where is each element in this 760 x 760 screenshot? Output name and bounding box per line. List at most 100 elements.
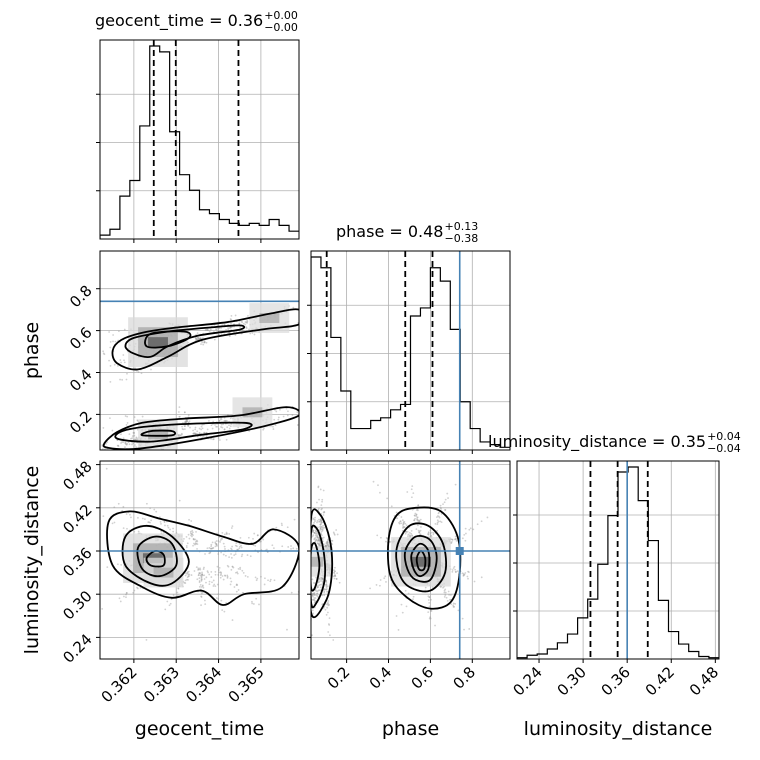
sample-point: [212, 585, 215, 587]
sample-point: [194, 432, 197, 435]
sample-point: [239, 545, 241, 548]
sample-point: [321, 580, 323, 582]
sample-point: [197, 337, 200, 340]
sample-point: [332, 639, 335, 641]
sample-point: [120, 361, 123, 364]
sample-point: [163, 520, 166, 523]
sample-point: [163, 521, 166, 523]
sample-point: [245, 326, 248, 328]
sample-point: [313, 597, 316, 599]
sample-point: [434, 522, 437, 525]
sample-point: [206, 547, 209, 550]
sample-point: [318, 507, 320, 510]
sample-point: [269, 580, 272, 583]
sample-point: [350, 315, 352, 317]
sample-point: [400, 516, 403, 518]
sample-point: [318, 529, 321, 532]
sample-point: [454, 568, 457, 571]
sample-point: [326, 540, 328, 543]
sample-point: [291, 414, 294, 416]
sample-point: [133, 446, 135, 448]
sample-point: [385, 540, 387, 543]
sample-point: [329, 414, 331, 416]
sample-point: [199, 337, 202, 340]
sample-point: [117, 444, 120, 447]
sample-point: [452, 602, 455, 605]
sample-point: [216, 565, 219, 568]
sample-point: [210, 576, 213, 578]
sample-point: [308, 634, 310, 636]
sample-point: [200, 577, 203, 580]
sample-point: [333, 571, 335, 574]
sample-point: [232, 331, 235, 333]
sample-point: [189, 530, 192, 533]
sample-point: [443, 595, 446, 598]
sample-point: [302, 548, 304, 550]
sample-point: [149, 507, 152, 510]
sample-point: [210, 543, 213, 546]
sample-point: [348, 321, 350, 323]
sample-point: [225, 328, 227, 331]
sample-point: [411, 535, 414, 537]
sample-point: [311, 634, 313, 637]
axis-frame: [310, 250, 511, 451]
hist-panel-geocent_time: geocent_time = 0.36 +0.00−0.00: [95, 9, 300, 243]
title-phase: phase = 0.48 +0.13−0.38: [336, 220, 478, 245]
sample-point: [246, 320, 249, 323]
sample-point: [468, 628, 471, 630]
sample-point: [353, 421, 355, 423]
sample-point: [226, 426, 229, 429]
sample-point: [61, 503, 63, 505]
sample-point: [350, 542, 352, 544]
sample-point: [119, 359, 122, 361]
sample-point: [448, 598, 451, 601]
sample-point: [230, 568, 233, 571]
y-axis-label-phase: phase: [21, 322, 43, 379]
sample-point: [208, 580, 211, 583]
sample-point: [121, 441, 123, 443]
sample-point: [316, 398, 318, 400]
sample-point: [186, 542, 189, 545]
sample-point: [193, 432, 195, 435]
title-lower: −0.38: [444, 232, 478, 245]
x-tick-label: 0.48: [686, 663, 722, 699]
sample-point: [74, 457, 76, 459]
sample-point: [405, 530, 408, 533]
sample-point: [203, 566, 205, 569]
sample-point: [244, 321, 247, 323]
sample-point: [192, 538, 195, 540]
sample-point: [313, 538, 316, 541]
sample-point: [316, 535, 319, 538]
sample-point: [331, 543, 334, 546]
sample-point: [321, 603, 324, 606]
sample-point: [379, 491, 381, 494]
sample-point: [111, 461, 113, 463]
sample-point: [177, 433, 180, 436]
y-tick-label: 0.48: [59, 458, 95, 494]
sample-point: [305, 546, 307, 548]
sample-point: [117, 365, 119, 367]
sample-point: [320, 528, 323, 531]
sample-point: [430, 534, 432, 537]
sample-point: [335, 529, 338, 531]
sample-point: [412, 598, 414, 601]
sample-point: [274, 424, 277, 427]
sample-point: [411, 534, 414, 537]
sample-point: [77, 354, 79, 356]
sample-point: [320, 504, 323, 506]
axis-frame: [99, 460, 300, 660]
sample-point: [103, 353, 106, 356]
sample-point: [244, 323, 247, 326]
sample-point: [303, 495, 305, 497]
sample-point: [167, 526, 170, 529]
sample-point: [436, 521, 439, 524]
sample-point: [464, 539, 467, 542]
sample-point: [219, 576, 222, 579]
sample-point: [220, 551, 223, 554]
sample-point: [192, 538, 195, 540]
sample-point: [436, 519, 439, 522]
sample-point: [178, 499, 181, 502]
sample-point: [332, 398, 334, 400]
sample-point: [248, 328, 250, 331]
sample-point: [241, 553, 244, 556]
